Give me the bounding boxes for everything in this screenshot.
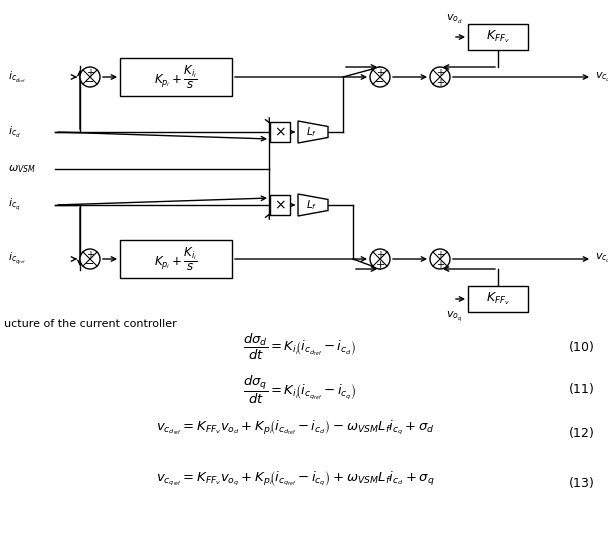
Text: +: + [376,68,384,77]
Circle shape [430,249,450,269]
Text: $\times$: $\times$ [274,198,286,212]
Bar [120,58,232,96]
Text: $i_{c_{d_{ref}}}$: $i_{c_{d_{ref}}}$ [8,69,27,85]
Circle shape [370,67,390,87]
Circle shape [430,67,450,87]
Text: $\dfrac{d\sigma_q}{dt} = K_{i_i}\!\left(i_{c_{q_{ref}}} - i_{c_q}\right)$: $\dfrac{d\sigma_q}{dt} = K_{i_i}\!\left(… [243,374,357,407]
Polygon shape [298,121,328,143]
Bar [468,24,528,50]
Text: $L_f$: $L_f$ [306,198,317,212]
Circle shape [80,67,100,87]
Text: +: + [376,250,384,259]
Polygon shape [298,194,328,216]
Text: $(13)$: $(13)$ [568,475,595,490]
Bar [120,240,232,278]
Circle shape [370,249,390,269]
Text: $L_f$: $L_f$ [306,125,317,139]
Text: $K_{FF_v}$: $K_{FF_v}$ [486,28,510,45]
Text: $i_{c_d}$: $i_{c_d}$ [8,125,21,140]
Text: $\times$: $\times$ [274,125,286,139]
Text: +: + [375,259,385,270]
Text: −: − [85,259,95,270]
Text: $K_{FF_v}$: $K_{FF_v}$ [486,291,510,307]
Text: $(12)$: $(12)$ [568,425,595,440]
Text: +: + [436,259,444,270]
Bar [468,286,528,312]
Text: $v_{o_q}$: $v_{o_q}$ [446,310,463,324]
Text: +: + [86,68,94,77]
Text: +: + [436,250,444,259]
Bar [270,195,290,215]
Text: $i_{c_{q_{ref}}}$: $i_{c_{q_{ref}}}$ [8,251,27,267]
Text: $v_{c_{d_{ref}}} = K_{FF_v}v_{o_d} + K_{p_i}\!\left(i_{c_{d_{ref}}} - i_{c_d}\ri: $v_{c_{d_{ref}}} = K_{FF_v}v_{o_d} + K_{… [156,419,434,437]
Text: $i_{c_q}$: $i_{c_q}$ [8,197,21,213]
Text: −: − [375,77,385,88]
Text: ucture of the current controller: ucture of the current controller [4,319,177,329]
Text: $v_{c_{q_{ref}}}$: $v_{c_{q_{ref}}}$ [595,252,608,266]
Text: +: + [436,68,444,77]
Text: $(11)$: $(11)$ [568,381,595,396]
Text: +: + [436,77,444,88]
Text: $v_{c_{q_{ref}}} = K_{FF_v}v_{o_q} + K_{p_i}\!\left(i_{c_{q_{ref}}} - i_{c_q}\ri: $v_{c_{q_{ref}}} = K_{FF_v}v_{o_q} + K_{… [156,469,434,488]
Text: $v_{c_{d_{ref}}}$: $v_{c_{d_{ref}}}$ [595,70,608,84]
Text: $\omega_{VSM}$: $\omega_{VSM}$ [8,163,36,175]
Text: $v_{o_d}$: $v_{o_d}$ [446,12,463,26]
Text: $K_{p_i} + \dfrac{K_{i_i}}{s}$: $K_{p_i} + \dfrac{K_{i_i}}{s}$ [154,245,198,273]
Text: $\dfrac{d\sigma_d}{dt} = K_{i_i}\!\left(i_{c_{d_{ref}}} - i_{c_d}\right)$: $\dfrac{d\sigma_d}{dt} = K_{i_i}\!\left(… [243,332,356,362]
Circle shape [80,249,100,269]
Text: +: + [86,250,94,259]
Text: $K_{p_i} + \dfrac{K_{i_i}}{s}$: $K_{p_i} + \dfrac{K_{i_i}}{s}$ [154,63,198,91]
Bar [270,122,290,142]
Text: −: − [85,77,95,88]
Text: $(10)$: $(10)$ [568,339,595,354]
